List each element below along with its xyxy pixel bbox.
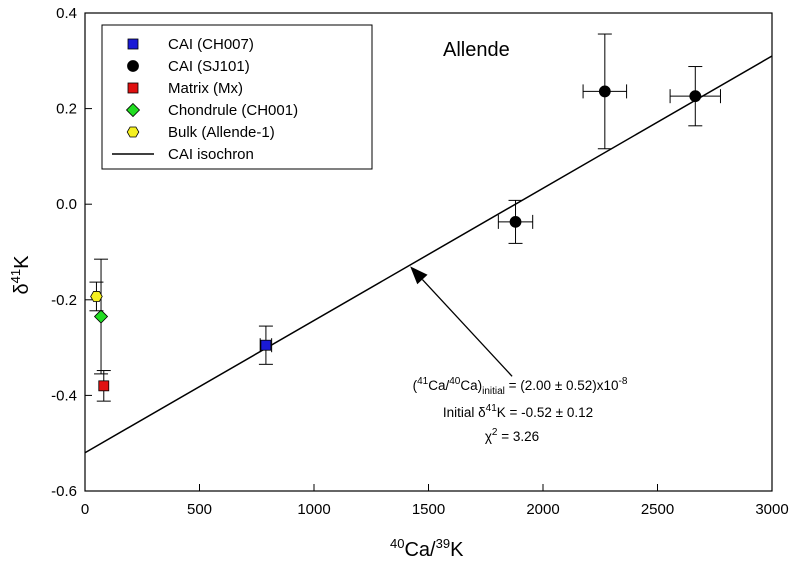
chart-title: Allende <box>443 39 510 61</box>
y-tick-label: -0.6 <box>51 483 77 500</box>
annotation-line-2-sup: 41 <box>486 403 498 414</box>
annotation-line-1: (41Ca/40Ca)initial = (2.00 ± 0.52)x10-8 <box>413 376 628 397</box>
data-point-cai-sj101 <box>497 199 534 244</box>
legend-label: CAI (SJ101) <box>168 58 250 75</box>
annotation-line-1-sup-3: -8 <box>619 376 628 387</box>
y-axis-title: δ41K <box>8 255 33 295</box>
x-tick-label: 1000 <box>297 501 330 518</box>
data-point-cai-sj101 <box>669 66 721 127</box>
legend-item-cai-isochron: CAI isochron <box>112 146 254 163</box>
legend-item-cai-ch007: CAI (CH007) <box>127 36 254 53</box>
y-tick-label: 0.2 <box>56 101 77 118</box>
x-axis-ticks: 0 500 1000 1500 2000 2500 3000 <box>81 484 789 518</box>
y-tick-label: -0.4 <box>51 387 77 404</box>
legend-swatch-square <box>127 82 139 94</box>
data-point-matrix-mx <box>96 370 111 402</box>
isochron-annotation: (41Ca/40Ca)initial = (2.00 ± 0.52)x10-8 … <box>410 266 628 444</box>
marker-square <box>260 339 272 351</box>
y-axis-title-sup: 41 <box>8 269 23 283</box>
legend-label: CAI (CH007) <box>168 36 254 53</box>
legend-item-cai-sj101: CAI (SJ101) <box>127 58 250 75</box>
legend-items: CAI (CH007) CAI (SJ101) Matrix (Mx) Chondru… <box>112 36 298 163</box>
annotation-line-1-part-b: Ca/ <box>428 378 449 393</box>
legend-label: Chondrule (CH001) <box>168 102 298 119</box>
data-points-group <box>89 33 721 402</box>
annotation-line-3: χ2 = 3.26 <box>485 427 539 444</box>
annotation-line-2-part-a: Initial δ <box>443 405 486 420</box>
legend-item-bulk-allende-1: Bulk (Allende-1) <box>126 124 275 141</box>
annotation-line-1-part-a: ( <box>413 378 418 393</box>
y-tick-label: 0.4 <box>56 5 77 22</box>
annotation-line-3-sup: 2 <box>492 427 498 438</box>
y-axis-ticks: 0.4 0.2 0.0 -0.2 -0.4 -0.6 <box>51 5 92 500</box>
isochron-line <box>84 55 773 454</box>
legend-swatch-square <box>127 38 139 50</box>
x-tick-label: 0 <box>81 501 89 518</box>
legend-label: Matrix (Mx) <box>168 80 243 97</box>
annotation-line-1-sup-1: 41 <box>417 376 429 387</box>
annotation-line-1-part-c: Ca) <box>460 378 482 393</box>
legend-label: Bulk (Allende-1) <box>168 124 275 141</box>
marker-hexagon <box>90 291 103 302</box>
legend-swatch-circle <box>127 60 139 72</box>
annotation-arrow-line <box>421 279 513 377</box>
x-axis-title-sup1: 40 <box>390 536 404 551</box>
legend-item-chondrule-ch001: Chondrule (CH001) <box>125 102 298 119</box>
annotation-line-3-part-a: χ <box>485 429 492 444</box>
legend: CAI (CH007) CAI (SJ101) Matrix (Mx) Chondru… <box>101 24 373 170</box>
x-tick-label: 2000 <box>526 501 559 518</box>
y-axis-title-base1: δ <box>11 283 33 294</box>
y-tick-label: -0.2 <box>51 292 77 309</box>
x-axis-title-base2: K <box>450 539 464 561</box>
annotation-line-1-subscript: initial <box>482 386 505 397</box>
annotation-line-2: Initial δ41K = -0.52 ± 0.12 <box>443 403 593 420</box>
marker-diamond <box>93 309 109 324</box>
x-tick-label: 500 <box>187 501 212 518</box>
data-point-cai-ch007 <box>258 325 273 365</box>
annotation-line-1-sup-2: 40 <box>449 376 461 387</box>
marker-circle <box>689 90 702 103</box>
legend-item-matrix-mx: Matrix (Mx) <box>127 80 243 97</box>
x-axis-title: 40Ca/39K <box>390 536 464 561</box>
legend-box <box>101 24 373 170</box>
legend-swatch-hexagon <box>126 126 140 138</box>
data-point-chondrule-ch001 <box>93 258 109 375</box>
y-tick-label: 0.0 <box>56 196 77 213</box>
annotation-line-3-part-b: = 3.26 <box>497 429 539 444</box>
marker-square <box>98 380 110 392</box>
annotation-line-1-part-d: = (2.00 ± 0.52)x10 <box>505 378 619 393</box>
isochron-line-group <box>84 55 773 454</box>
marker-circle <box>509 215 522 228</box>
annotation-arrow-head <box>410 266 428 285</box>
data-point-bulk-allende-1 <box>89 281 104 312</box>
x-axis-title-base1: Ca/ <box>404 539 436 561</box>
x-axis-title-sup2: 39 <box>436 536 450 551</box>
y-axis-title-base2: K <box>11 255 33 269</box>
x-tick-label: 1500 <box>412 501 445 518</box>
x-tick-label: 3000 <box>755 501 788 518</box>
legend-swatch-diamond <box>125 102 141 118</box>
data-point-cai-sj101 <box>582 33 628 150</box>
marker-circle <box>598 85 611 98</box>
legend-label: CAI isochron <box>168 146 254 163</box>
annotation-line-2-part-b: K = -0.52 ± 0.12 <box>497 405 593 420</box>
x-tick-label: 2500 <box>641 501 674 518</box>
